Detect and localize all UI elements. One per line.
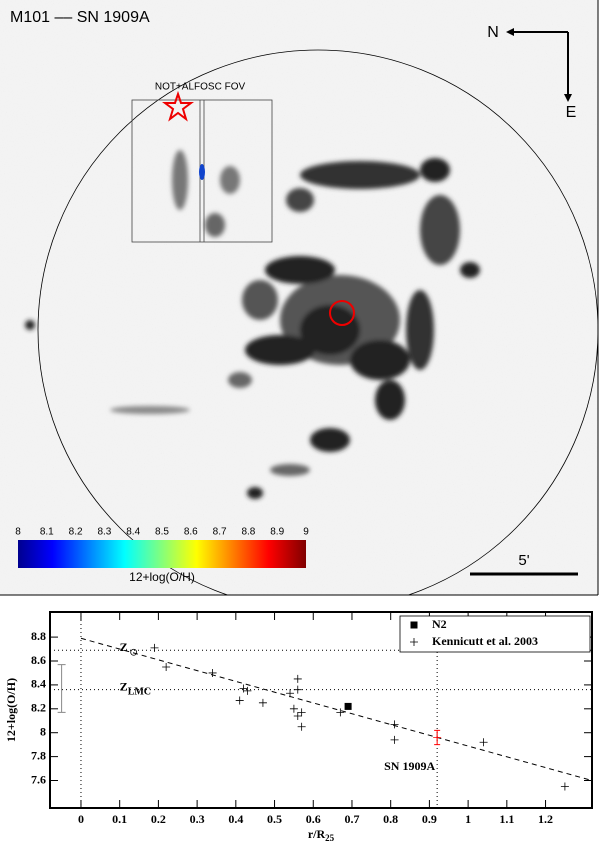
colorbar-tick-label: 8.7 (213, 527, 227, 538)
data-point (293, 674, 302, 683)
y-tick-label: 7.8 (31, 748, 46, 762)
data-point (208, 668, 217, 677)
x-tick-label: 0.7 (344, 812, 359, 826)
colorbar-label: 12+log(O/H) (129, 570, 195, 584)
data-point (258, 698, 267, 707)
data-point (336, 708, 345, 717)
nucleus-circle (329, 300, 355, 326)
x-tick-label: 0 (78, 812, 84, 826)
colorbar-tick-label: 8.5 (155, 527, 169, 538)
colorbar-tick-label: 8.8 (241, 527, 255, 538)
reference-label-text: Z (120, 679, 128, 693)
data-point (410, 638, 418, 646)
colorbar-tick-label: 8.2 (69, 527, 83, 538)
fit-line (80, 637, 593, 781)
y-tick-label: 8 (40, 724, 46, 738)
sun-symbol (130, 648, 138, 656)
legend-label: Kennicutt et al. 2003 (432, 634, 538, 648)
x-tick-label: 0.6 (306, 812, 321, 826)
sn-region (199, 164, 205, 180)
x-tick-label: 0.3 (190, 812, 205, 826)
data-point (479, 738, 488, 747)
x-tick-label: 0.4 (228, 812, 243, 826)
data-point (293, 685, 302, 694)
image-title: M101 –– SN 1909A (10, 9, 150, 26)
x-tick-label: 1 (465, 812, 471, 826)
data-point (243, 686, 252, 695)
data-point (344, 702, 352, 710)
typical-error-bar (57, 664, 66, 713)
x-axis-label-text: r/R (308, 827, 326, 841)
colorbar-tick-label: 8 (15, 527, 21, 538)
compass-e: E (566, 104, 577, 121)
x-tick-label: 0.9 (422, 812, 437, 826)
colorbar-tick-label: 8.6 (184, 527, 198, 538)
x-tick-label: 0.8 (383, 812, 398, 826)
fov-box (131, 99, 273, 243)
galaxy-arms (25, 150, 480, 499)
y-tick-label: 8.2 (31, 701, 46, 715)
reference-label: ZLMC (120, 679, 151, 698)
y-tick-label: 8.8 (31, 629, 46, 643)
colorbar (18, 540, 306, 568)
y-tick-label: 8.6 (31, 653, 46, 667)
colorbar-tick-label: 8.9 (270, 527, 284, 538)
colorbar-tick-label: 8.4 (126, 527, 140, 538)
x-tick-label: 0.2 (151, 812, 166, 826)
y-tick-label: 7.6 (31, 772, 46, 786)
reference-label-text: Z (120, 640, 128, 654)
y-axis-label: 12+log(O/H) (4, 678, 18, 742)
data-point (390, 735, 399, 744)
arrow-head (506, 28, 514, 36)
x-tick-label: 0.5 (267, 812, 282, 826)
reference-label-sub: LMC (128, 687, 151, 698)
fov-label: NOT+ALFOSC FOV (155, 82, 246, 93)
x-tick-label: 1.2 (538, 812, 553, 826)
data-point (433, 733, 442, 742)
colorbar-tick-label: 8.3 (97, 527, 111, 538)
x-tick-label: 1.1 (499, 812, 514, 826)
x-tick-label: 0.1 (112, 812, 127, 826)
galaxy-image: NOT+ALFOSC FOV M101 –– SN 1909A N E 12+l… (0, 0, 598, 595)
r25-circle (37, 49, 598, 595)
sn-label: SN 1909A (384, 759, 435, 773)
data-point (410, 621, 418, 629)
x-axis-label-sub: 25 (325, 833, 335, 842)
plot-frame (49, 611, 593, 809)
scale-label: 5' (518, 552, 529, 569)
colorbar-tick-label: 9 (303, 527, 309, 538)
legend-box (399, 615, 591, 653)
reference-label: Z (120, 640, 128, 654)
compass-n: N (487, 24, 499, 41)
data-point (297, 708, 306, 717)
data-point (286, 689, 295, 698)
y-tick-label: 8.4 (31, 677, 46, 691)
data-point (560, 782, 569, 791)
data-point (150, 643, 159, 652)
data-point (293, 711, 302, 720)
data-point (390, 720, 399, 729)
data-point (162, 662, 171, 671)
data-point (297, 722, 306, 731)
scatter-plot: 0 0.1 0.2 0.3 0.4 0.5 0.6 0.7 0.8 0.9 1 1.1 1.2 7.6 7.… (4, 611, 593, 842)
x-axis-label: r/R25 (308, 827, 335, 842)
data-point (239, 684, 248, 693)
arrow-head (564, 94, 572, 102)
data-point (235, 696, 244, 705)
legend-label: N2 (432, 617, 447, 631)
data-point (289, 704, 298, 713)
colorbar-tick-label: 8.1 (40, 527, 54, 538)
sn-star (162, 90, 194, 122)
